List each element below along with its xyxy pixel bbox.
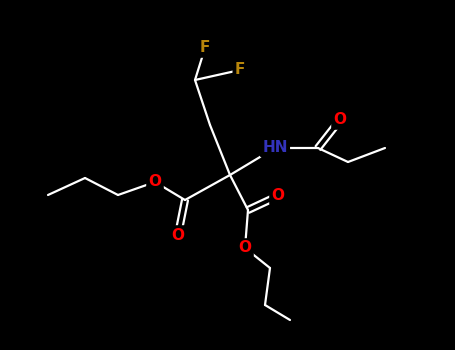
Text: HN: HN	[262, 140, 288, 155]
Text: O: O	[148, 175, 162, 189]
Text: F: F	[235, 63, 245, 77]
Text: O: O	[334, 112, 347, 127]
Text: O: O	[272, 189, 284, 203]
Text: F: F	[200, 41, 210, 56]
Text: O: O	[172, 228, 184, 243]
Text: O: O	[238, 240, 252, 256]
